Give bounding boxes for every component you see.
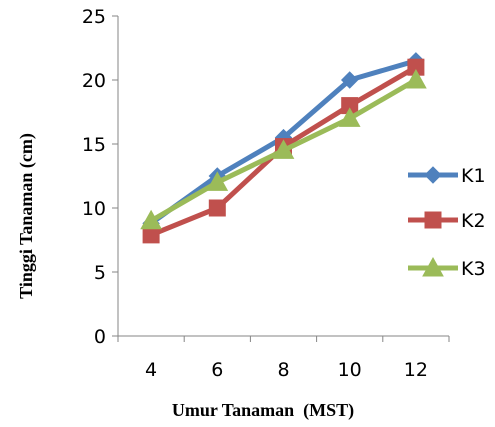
x-tick-label: 6	[211, 359, 223, 381]
x-tick-label: 8	[277, 359, 289, 381]
y-tick-label: 15	[82, 134, 106, 156]
legend-item-k1: K1	[408, 165, 486, 187]
legend-marker-k1	[424, 166, 442, 184]
data-point-k3	[140, 209, 162, 230]
series-k3	[140, 68, 427, 230]
y-tick-label: 20	[82, 70, 106, 92]
legend-label: K2	[461, 210, 486, 232]
x-tick-label: 4	[145, 359, 157, 381]
y-tick-label: 10	[82, 198, 106, 220]
x-tick-label: 12	[404, 359, 428, 381]
y-axis-title: Tinggi Tanaman (cm)	[16, 133, 37, 299]
data-point-k3	[338, 107, 361, 127]
legend-label: K3	[461, 258, 486, 280]
legend-item-k2: K2	[408, 210, 486, 232]
data-point-k3	[272, 139, 295, 159]
data-point-k2	[208, 199, 226, 217]
y-tick-label: 0	[94, 326, 106, 348]
legend-marker-k2	[424, 211, 442, 229]
legend-item-k3: K3	[408, 256, 486, 280]
y-tick-label: 25	[82, 6, 106, 28]
data-point-k1	[340, 71, 359, 89]
data-point-k3	[405, 68, 427, 89]
x-tick-label: 10	[338, 359, 362, 381]
legend-label: K1	[461, 165, 486, 187]
legend: K1 K2 K3	[408, 165, 486, 280]
data-point-k3	[206, 171, 229, 191]
legend-marker-k3	[422, 256, 444, 277]
x-axis-title: Umur Tanaman (MST)	[172, 400, 354, 421]
y-tick-label: 5	[94, 262, 106, 284]
